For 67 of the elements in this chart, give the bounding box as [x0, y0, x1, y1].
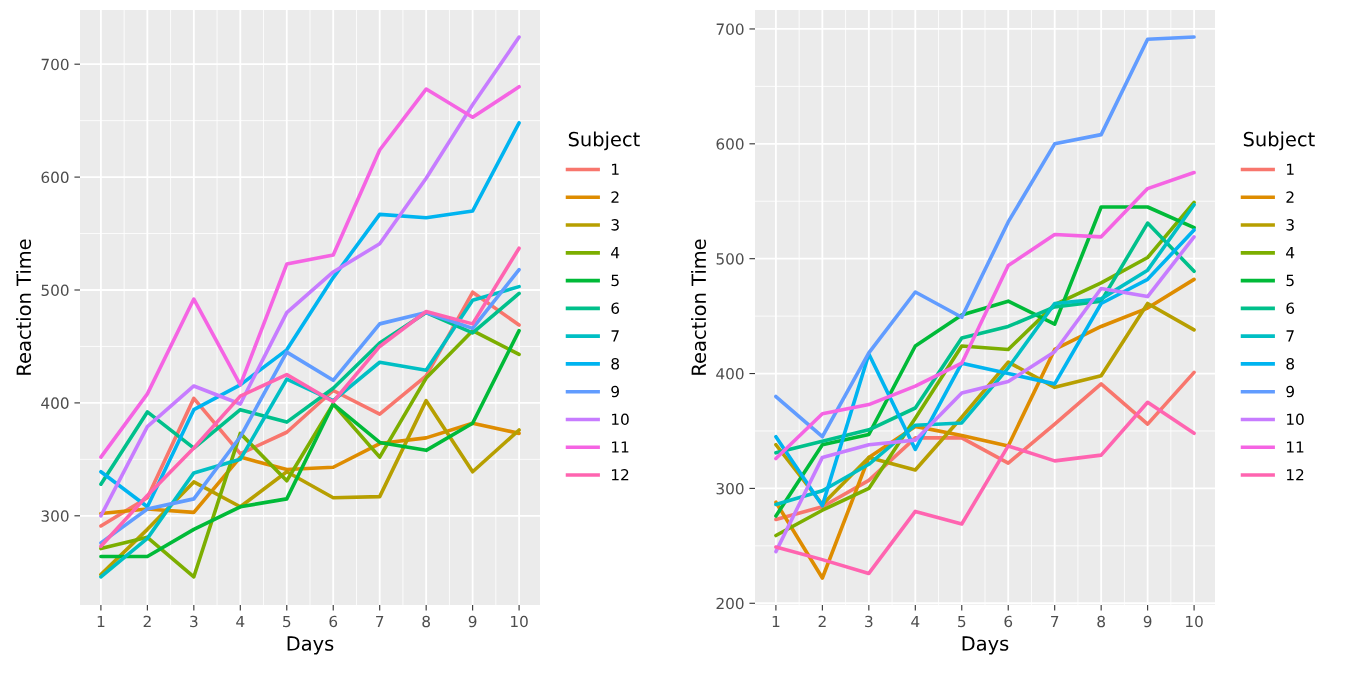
legend-label: 11 — [1287, 441, 1304, 453]
x-tick-label: 8 — [1097, 615, 1105, 628]
legend-label: 5 — [611, 274, 619, 287]
line-series — [99, 84, 521, 459]
x-tick-label: 7 — [1051, 615, 1059, 628]
y-tick-label: 700 — [716, 23, 744, 35]
line-series — [774, 400, 1196, 576]
x-tick-label: 9 — [468, 615, 477, 628]
x-axis-title: Days — [962, 636, 1009, 655]
x-axis-title: Days — [287, 636, 334, 655]
legend-label: 9 — [611, 385, 619, 398]
legend-label: 12 — [1287, 469, 1304, 481]
legend-label: 8 — [611, 357, 619, 370]
legend-label: 9 — [1286, 385, 1294, 398]
x-tick-label: 2 — [143, 615, 151, 628]
legend-label: 3 — [611, 219, 619, 231]
x-tick-label: 3 — [190, 615, 198, 628]
legend-label: 12 — [612, 469, 629, 481]
y-tick-label: 500 — [41, 284, 69, 297]
line-series — [99, 35, 521, 518]
x-tick-label: 1 — [772, 615, 780, 628]
line-series — [99, 121, 521, 509]
x-tick-label: 1 — [97, 615, 105, 628]
legend-title: Subject — [1243, 131, 1315, 151]
legend-label: 3 — [1286, 219, 1294, 231]
legend-label: 10 — [1287, 413, 1304, 426]
legend-label: 5 — [1286, 274, 1294, 287]
x-tick-label: 5 — [958, 615, 966, 628]
x-tick-label: 3 — [865, 615, 873, 628]
x-tick-label: 9 — [1143, 615, 1152, 628]
x-tick-label: 8 — [422, 615, 430, 628]
legend-label: 4 — [611, 247, 620, 259]
x-tick-label: 4 — [236, 615, 245, 628]
y-tick-label: 600 — [41, 171, 69, 184]
line-series — [774, 35, 1196, 439]
y-tick-label: 300 — [716, 482, 744, 495]
legend-label: 2 — [611, 191, 619, 203]
y-tick-label: 600 — [716, 138, 744, 150]
y-axis-title: Reaction Time — [16, 239, 32, 375]
legend-label: 10 — [612, 413, 629, 426]
x-tick-label: 10 — [1186, 615, 1203, 628]
legend-label: 8 — [1286, 357, 1294, 370]
y-tick-label: 200 — [716, 597, 744, 610]
y-tick-label: 300 — [41, 510, 69, 522]
legend-label: 11 — [612, 441, 629, 453]
line-series — [774, 170, 1196, 461]
x-tick-label: 7 — [376, 615, 384, 628]
x-tick-label: 6 — [329, 615, 338, 628]
legend-title: Subject — [568, 131, 640, 151]
y-tick-label: 400 — [716, 368, 744, 380]
x-tick-label: 10 — [511, 615, 528, 628]
legend-label: 6 — [1286, 302, 1295, 314]
legend-label: 7 — [611, 330, 619, 342]
legend-label: 2 — [1286, 191, 1294, 203]
legend-label: 1 — [612, 163, 619, 175]
y-axis-title: Reaction Time — [691, 239, 707, 375]
legend-label: 1 — [1287, 163, 1294, 175]
x-tick-label: 5 — [283, 615, 291, 628]
legend-label: 7 — [1286, 330, 1294, 342]
x-tick-label: 6 — [1004, 615, 1013, 628]
y-tick-label: 500 — [716, 253, 744, 265]
y-tick-label: 400 — [41, 397, 69, 409]
legend-label: 4 — [1286, 247, 1295, 259]
y-tick-label: 700 — [41, 58, 69, 71]
x-tick-label: 2 — [818, 615, 826, 628]
x-tick-label: 4 — [911, 615, 920, 628]
legend-label: 6 — [611, 302, 620, 314]
